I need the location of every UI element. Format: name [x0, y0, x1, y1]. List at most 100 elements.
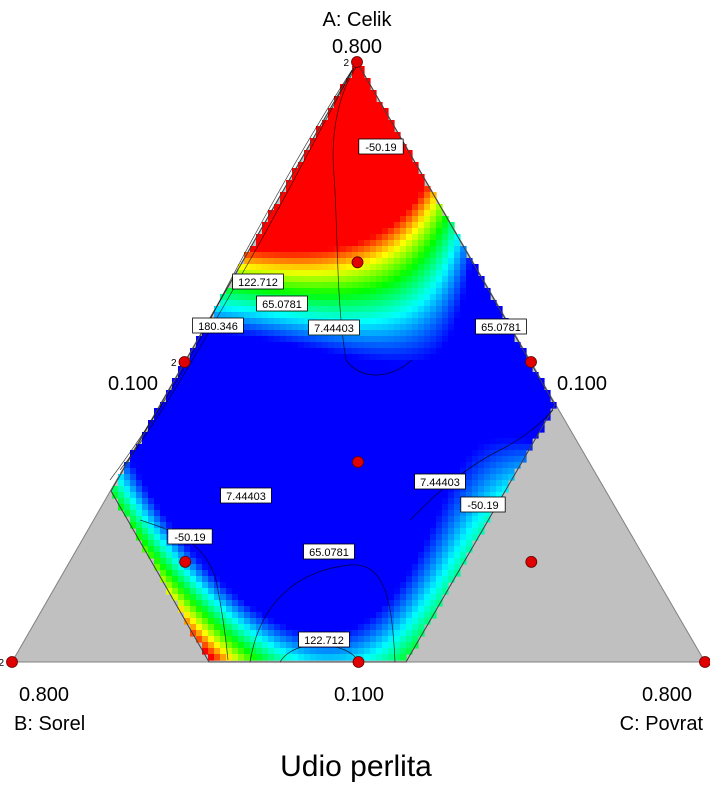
heatmap-cell: [334, 564, 341, 571]
heatmap-cell: [286, 270, 293, 277]
heatmap-cell: [478, 486, 485, 493]
heatmap-cell: [496, 366, 503, 373]
heatmap-cell: [358, 108, 365, 115]
heatmap-cell: [256, 468, 263, 475]
heatmap-cell: [514, 450, 521, 457]
heatmap-cell: [508, 372, 515, 379]
heatmap-cell: [388, 246, 395, 253]
heatmap-cell: [166, 522, 173, 529]
heatmap-cell: [496, 336, 503, 343]
heatmap-cell: [382, 360, 389, 367]
heatmap-cell: [358, 384, 365, 391]
heatmap-cell: [304, 318, 311, 325]
heatmap-cell: [262, 450, 269, 457]
heatmap-cell: [160, 420, 167, 427]
heatmap-cell: [250, 294, 257, 301]
heatmap-cell: [160, 570, 167, 577]
heatmap-cell: [376, 630, 383, 637]
heatmap-cell: [256, 366, 263, 373]
heatmap-cell: [352, 384, 359, 391]
heatmap-cell: [364, 480, 371, 487]
heatmap-cell: [244, 648, 251, 655]
heatmap-cell: [268, 600, 275, 607]
heatmap-cell: [208, 510, 215, 517]
heatmap-cell: [400, 324, 407, 331]
heatmap-cell: [376, 222, 383, 229]
heatmap-cell: [454, 318, 461, 325]
heatmap-cell: [328, 168, 335, 175]
heatmap-cell: [220, 336, 227, 343]
heatmap-cell: [178, 594, 185, 601]
heatmap-cell: [412, 402, 419, 409]
heatmap-cell: [250, 306, 257, 313]
heatmap-cell: [346, 438, 353, 445]
heatmap-cell: [448, 420, 455, 427]
heatmap-cell: [262, 552, 269, 559]
heatmap-cell: [412, 408, 419, 415]
heatmap-cell: [448, 492, 455, 499]
heatmap-cell: [526, 396, 533, 403]
heatmap-cell: [244, 546, 251, 553]
heatmap-cell: [376, 510, 383, 517]
heatmap-cell: [400, 522, 407, 529]
heatmap-cell: [520, 438, 527, 445]
heatmap-cell: [220, 402, 227, 409]
heatmap-cell: [238, 462, 245, 469]
heatmap-cell: [316, 306, 323, 313]
heatmap-cell: [232, 546, 239, 553]
heatmap-cell: [346, 168, 353, 175]
heatmap-cell: [418, 564, 425, 571]
heatmap-cell: [256, 642, 263, 649]
heatmap-cell: [376, 558, 383, 565]
heatmap-cell: [226, 432, 233, 439]
heatmap-cell: [310, 492, 317, 499]
heatmap-cell: [400, 444, 407, 451]
heatmap-cell: [364, 540, 371, 547]
heatmap-cell: [460, 420, 467, 427]
heatmap-cell: [376, 216, 383, 223]
heatmap-cell: [400, 564, 407, 571]
heatmap-cell: [196, 558, 203, 565]
heatmap-cell: [412, 414, 419, 421]
heatmap-cell: [112, 492, 119, 499]
heatmap-cell: [310, 522, 317, 529]
heatmap-cell: [250, 330, 257, 337]
heatmap-cell: [406, 156, 413, 163]
heatmap-cell: [232, 348, 239, 355]
heatmap-cell: [394, 504, 401, 511]
heatmap-cell: [214, 654, 221, 661]
heatmap-cell: [430, 498, 437, 505]
heatmap-cell: [298, 360, 305, 367]
heatmap-cell: [352, 390, 359, 397]
heatmap-cell: [298, 330, 305, 337]
heatmap-cell: [280, 342, 287, 349]
heatmap-cell: [430, 558, 437, 565]
heatmap-cell: [436, 540, 443, 547]
heatmap-cell: [394, 642, 401, 649]
heatmap-cell: [202, 462, 209, 469]
heatmap-cell: [346, 252, 353, 259]
heatmap-cell: [376, 426, 383, 433]
heatmap-cell: [436, 240, 443, 247]
heatmap-cell: [358, 636, 365, 643]
heatmap-cell: [388, 636, 395, 643]
heatmap-cell: [490, 366, 497, 373]
heatmap-cell: [430, 318, 437, 325]
heatmap-cell: [232, 462, 239, 469]
heatmap-cell: [268, 648, 275, 655]
heatmap-cell: [226, 504, 233, 511]
heatmap-cell: [316, 492, 323, 499]
heatmap-cell: [364, 324, 371, 331]
heatmap-cell: [364, 294, 371, 301]
heatmap-cell: [316, 606, 323, 613]
heatmap-cell: [190, 486, 197, 493]
heatmap-cell: [280, 456, 287, 463]
heatmap-cell: [412, 390, 419, 397]
heatmap-cell: [346, 420, 353, 427]
heatmap-cell: [424, 522, 431, 529]
heatmap-cell: [352, 594, 359, 601]
heatmap-cell: [220, 510, 227, 517]
heatmap-cell: [382, 600, 389, 607]
heatmap-cell: [358, 522, 365, 529]
heatmap-cell: [322, 126, 329, 133]
